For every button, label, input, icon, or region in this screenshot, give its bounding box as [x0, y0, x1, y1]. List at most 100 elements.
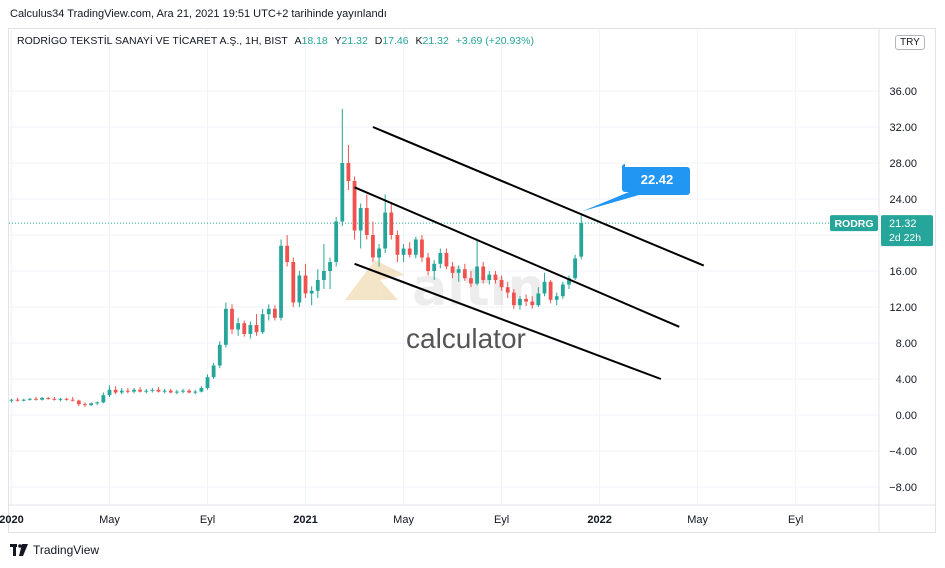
candle-up[interactable]: [542, 281, 547, 294]
candle-down[interactable]: [291, 262, 296, 303]
candle-down[interactable]: [364, 208, 369, 235]
candle-down[interactable]: [15, 399, 20, 401]
candle-up[interactable]: [260, 314, 265, 333]
candle-down[interactable]: [493, 274, 498, 280]
candle-up[interactable]: [536, 293, 541, 306]
candle-down[interactable]: [168, 390, 173, 393]
candle-down[interactable]: [76, 400, 81, 405]
candle-down[interactable]: [407, 248, 412, 255]
price-tag[interactable]: [881, 215, 933, 247]
candle-down[interactable]: [34, 398, 38, 400]
candle-down[interactable]: [420, 239, 424, 258]
candle-down[interactable]: [462, 269, 467, 279]
candle-down[interactable]: [444, 253, 449, 267]
candle-up[interactable]: [438, 253, 443, 264]
candle-up[interactable]: [9, 399, 14, 401]
candle-down[interactable]: [138, 389, 143, 392]
candle-up[interactable]: [174, 391, 179, 393]
candle-up[interactable]: [340, 163, 345, 222]
candle-up[interactable]: [21, 399, 26, 401]
candle-down[interactable]: [499, 280, 504, 288]
ticker-tag[interactable]: [830, 215, 878, 232]
candle-down[interactable]: [426, 257, 430, 272]
candle-up[interactable]: [162, 390, 167, 392]
candle-down[interactable]: [524, 298, 528, 302]
candle-down[interactable]: [70, 399, 75, 401]
candle-down[interactable]: [125, 390, 130, 392]
candle-up[interactable]: [144, 390, 149, 392]
candle-down[interactable]: [371, 235, 375, 258]
candle-up[interactable]: [217, 344, 222, 366]
candle-up[interactable]: [358, 208, 363, 231]
candle-down[interactable]: [481, 266, 486, 281]
candle-up[interactable]: [560, 284, 565, 297]
candle-down[interactable]: [156, 389, 161, 392]
candle-up[interactable]: [322, 271, 326, 280]
candle-up[interactable]: [223, 308, 228, 345]
candle-up[interactable]: [193, 391, 198, 393]
channel-trend-line[interactable]: [354, 262, 662, 380]
candle-up[interactable]: [27, 398, 32, 400]
candle-up[interactable]: [401, 248, 406, 255]
candle-up[interactable]: [567, 278, 571, 285]
candle-up[interactable]: [383, 212, 388, 249]
candle-up[interactable]: [40, 397, 44, 400]
footer-brand[interactable]: TradingView: [10, 543, 99, 557]
candle-up[interactable]: [236, 323, 241, 330]
candle-down[interactable]: [52, 398, 57, 400]
candle-up[interactable]: [89, 403, 93, 406]
currency-badge[interactable]: TRY: [895, 35, 925, 50]
candle-down[interactable]: [187, 390, 192, 393]
candle-down[interactable]: [303, 275, 308, 294]
candle-up[interactable]: [211, 365, 216, 378]
candle-up[interactable]: [119, 390, 124, 393]
candle-up[interactable]: [309, 290, 314, 294]
candle-down[interactable]: [511, 292, 516, 306]
candle-down[interactable]: [83, 404, 87, 406]
candle-down[interactable]: [352, 181, 357, 231]
candle-up[interactable]: [518, 298, 522, 306]
candle-up[interactable]: [579, 223, 584, 257]
candle-down[interactable]: [113, 389, 118, 393]
candle-down[interactable]: [450, 266, 455, 273]
candle-down[interactable]: [254, 325, 259, 333]
candle-up[interactable]: [328, 262, 332, 271]
candle-up[interactable]: [432, 263, 437, 271]
candle-down[interactable]: [285, 245, 290, 262]
candle-up[interactable]: [248, 325, 253, 334]
candle-up[interactable]: [150, 389, 155, 391]
candle-down[interactable]: [505, 287, 510, 293]
candle-up[interactable]: [205, 377, 210, 388]
candle-down[interactable]: [469, 278, 473, 284]
candle-down[interactable]: [46, 397, 51, 399]
candle-up[interactable]: [266, 308, 271, 315]
candle-down[interactable]: [230, 308, 234, 330]
channel-trend-line[interactable]: [354, 186, 680, 328]
candle-up[interactable]: [279, 245, 283, 318]
candle-up[interactable]: [181, 390, 185, 392]
candle-down[interactable]: [548, 281, 553, 300]
candle-down[interactable]: [346, 163, 351, 181]
candle-down[interactable]: [395, 235, 400, 255]
candle-up[interactable]: [334, 221, 339, 263]
candle-down[interactable]: [530, 301, 535, 306]
candle-up[interactable]: [101, 395, 106, 403]
candle-up[interactable]: [297, 275, 302, 303]
candle-up[interactable]: [132, 389, 136, 392]
candle-up[interactable]: [475, 266, 479, 284]
candle-down[interactable]: [242, 323, 247, 334]
candle-up[interactable]: [95, 402, 100, 404]
candle-up[interactable]: [107, 389, 112, 396]
candle-up[interactable]: [58, 398, 63, 400]
candle-down[interactable]: [273, 308, 277, 318]
price-callout[interactable]: [582, 164, 690, 212]
candle-up[interactable]: [456, 269, 461, 273]
candle-down[interactable]: [389, 212, 394, 236]
candle-up[interactable]: [315, 280, 320, 291]
candle-up[interactable]: [487, 274, 492, 280]
candle-up[interactable]: [377, 248, 381, 258]
candle-down[interactable]: [64, 398, 69, 400]
candle-up[interactable]: [413, 239, 418, 255]
channel-trend-line[interactable]: [372, 126, 705, 267]
